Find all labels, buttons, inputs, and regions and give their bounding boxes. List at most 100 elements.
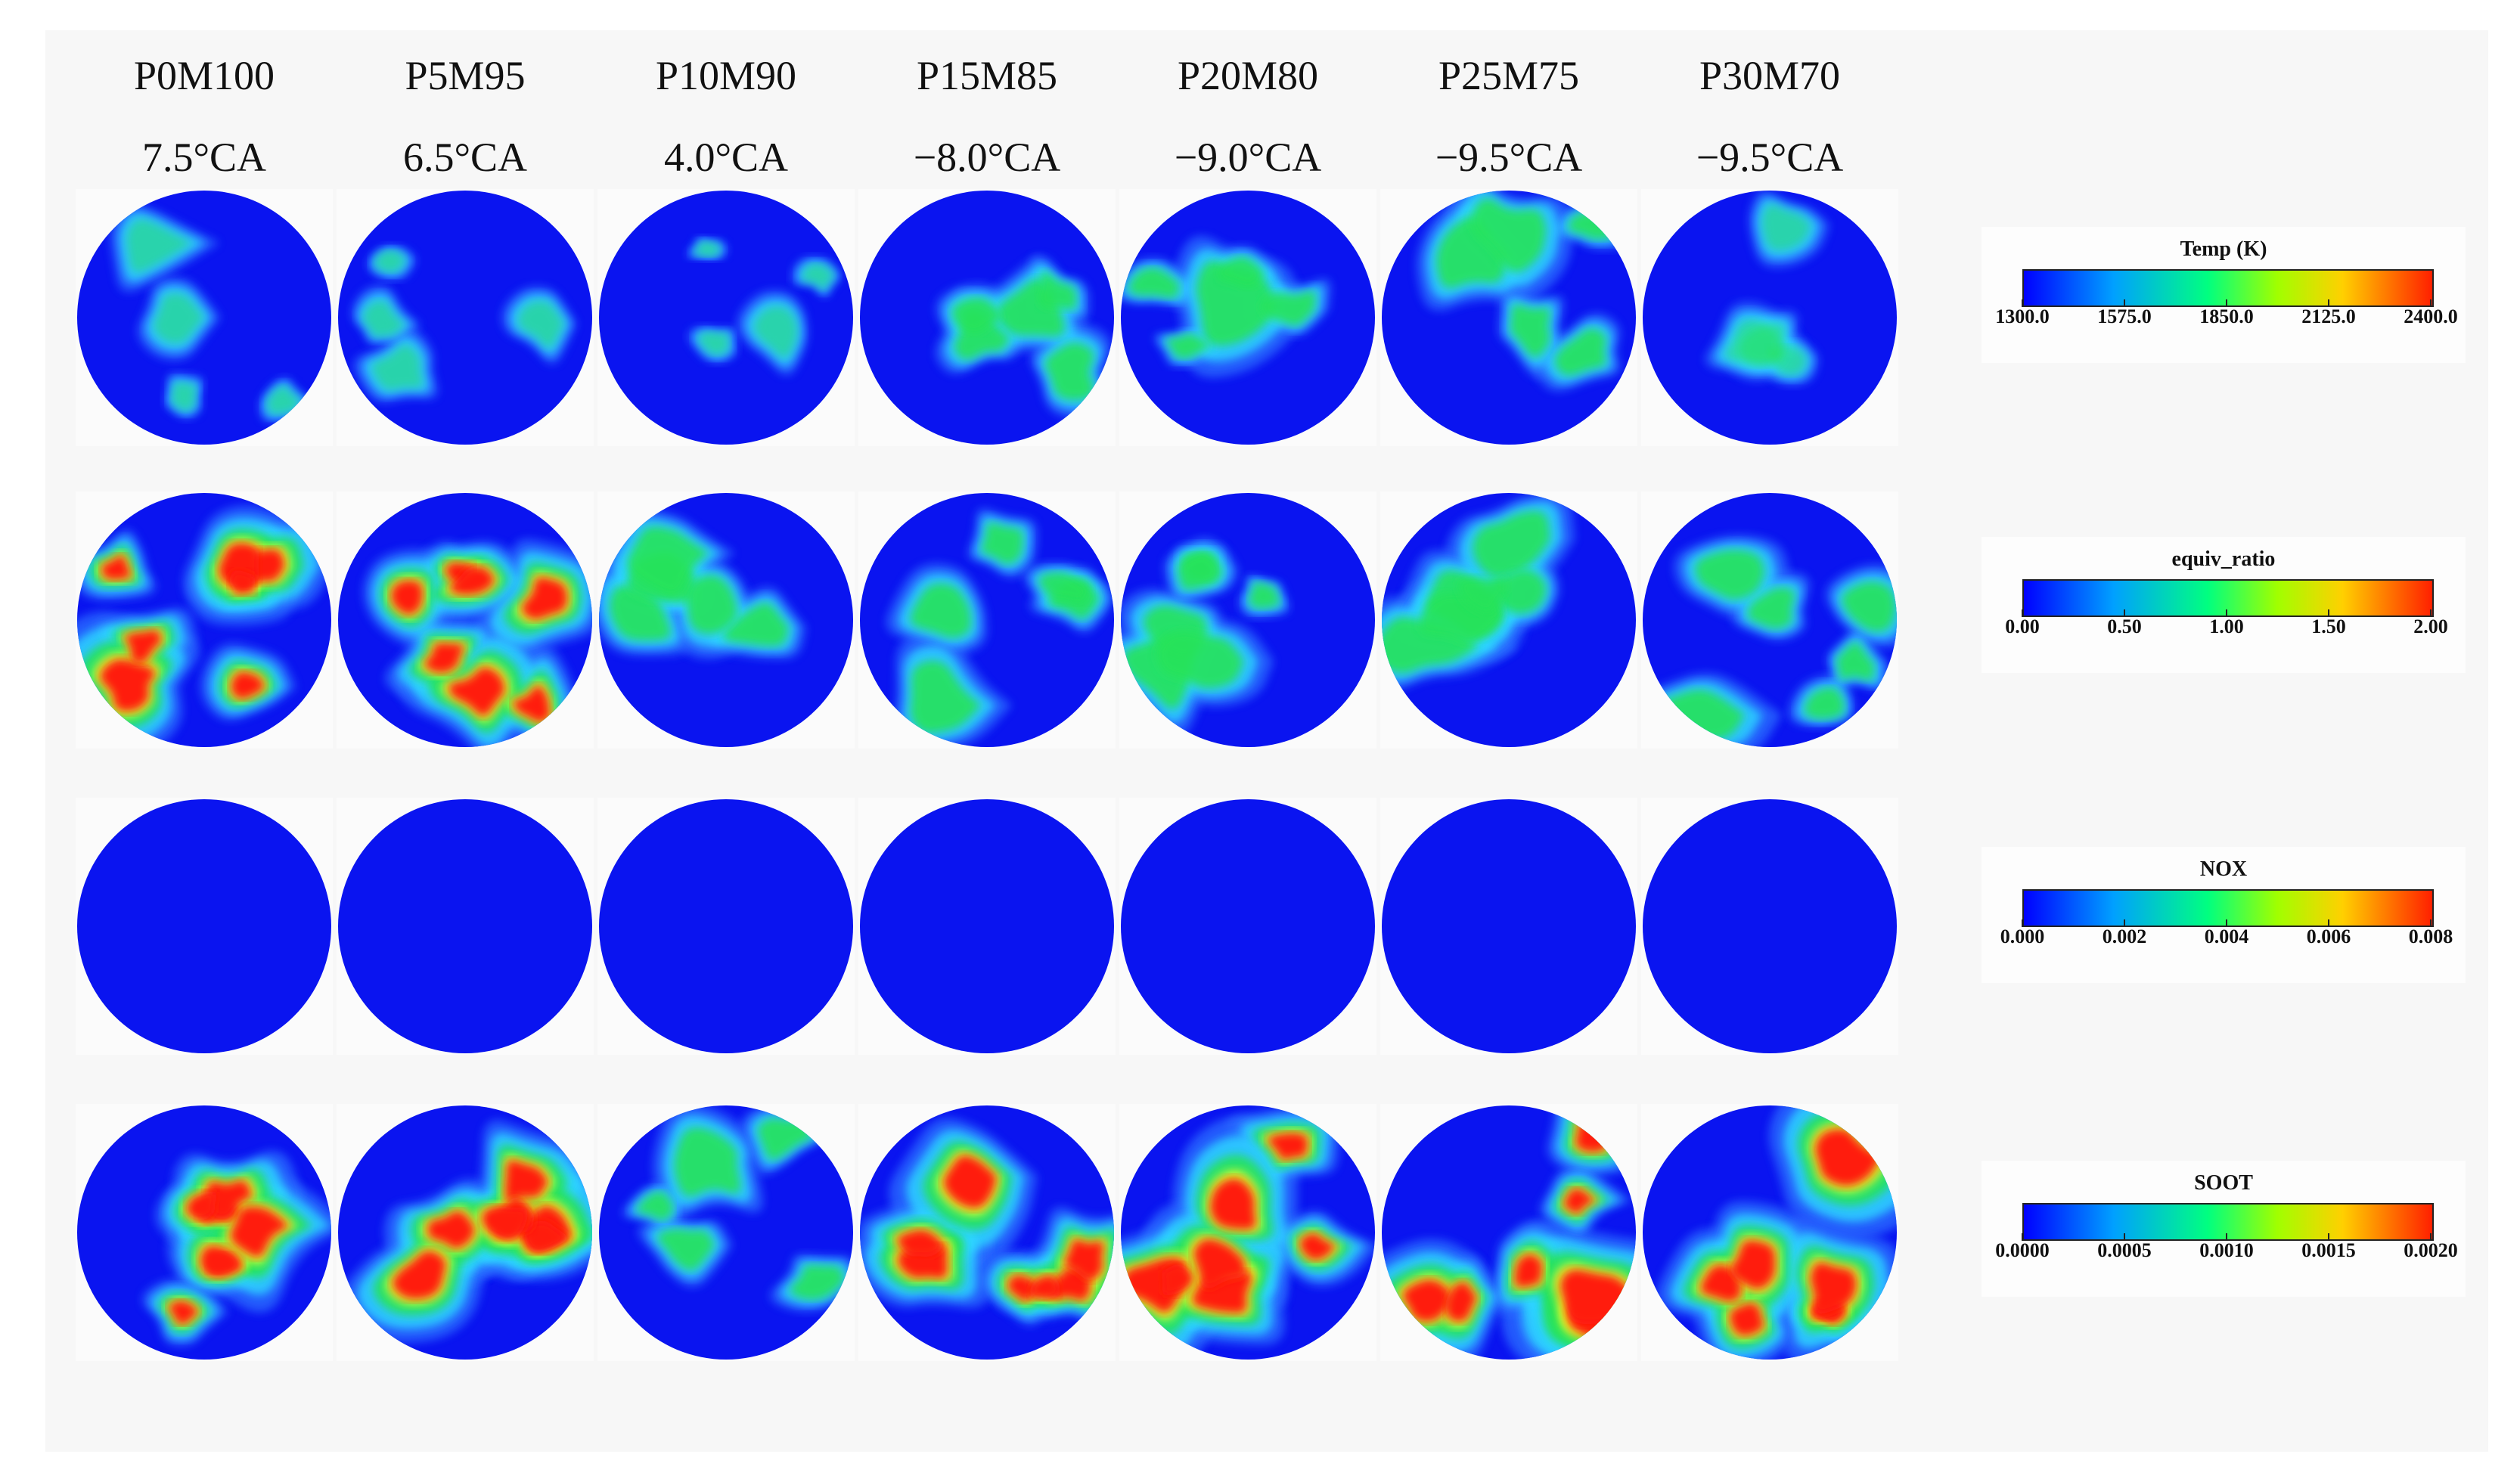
contour-circle-svg bbox=[599, 799, 853, 1053]
contour-circle-svg bbox=[1643, 493, 1897, 747]
contour-plot-soot-p20m80 bbox=[1119, 1104, 1376, 1361]
colorbar-tick-label: 0.006 bbox=[2306, 926, 2351, 947]
column-case-label: P20M80 bbox=[1177, 53, 1319, 98]
colorbar-tick-mark bbox=[2022, 919, 2023, 927]
contour-plot-nox-p15m85 bbox=[858, 798, 1116, 1055]
colorbar-tick-mark bbox=[2226, 299, 2227, 307]
colorbar-tick-label: 1.00 bbox=[2209, 615, 2244, 637]
contour-circle-svg bbox=[860, 493, 1114, 747]
colorbar-tick-label: 1300.0 bbox=[1995, 305, 2050, 327]
contour-circle-svg bbox=[860, 1105, 1114, 1360]
contour-plot-temp-p0m100 bbox=[76, 189, 333, 446]
contour-plot-soot-p30m70 bbox=[1641, 1104, 1898, 1361]
colorbar-tick-mark bbox=[2226, 609, 2227, 617]
colorbar-tick-label: 1575.0 bbox=[2097, 305, 2152, 327]
colorbar-tick-label: 0.0005 bbox=[2097, 1239, 2152, 1261]
colorbar-tick-mark bbox=[2226, 919, 2227, 927]
colorbar-tick-label: 1.50 bbox=[2311, 615, 2346, 637]
colorbar-tick-mark bbox=[2328, 919, 2329, 927]
colorbar-tick-label: 0.0015 bbox=[2301, 1239, 2356, 1261]
contour-plot-temp-p30m70 bbox=[1641, 189, 1898, 446]
colorbar-tick-mark bbox=[2124, 609, 2125, 617]
colorbar-tick-mark bbox=[2328, 1233, 2329, 1241]
contour-blobs bbox=[935, 256, 1111, 419]
contour-circle-svg bbox=[77, 799, 331, 1053]
colorbar-title: NOX bbox=[2199, 857, 2248, 881]
colorbar-tick-label: 0.00 bbox=[2005, 615, 2040, 637]
colorbar-tick-label: 0.50 bbox=[2107, 615, 2142, 637]
contour-blobs bbox=[77, 506, 331, 747]
contour-blobs bbox=[351, 244, 577, 403]
colorbar-legend: equiv_ratio 0.00 0.50 1.00 1.50 2.00 bbox=[1982, 537, 2466, 673]
contour-plot-nox-p5m95 bbox=[337, 798, 594, 1055]
contour-plot-equiv_ratio-p20m80 bbox=[1119, 491, 1376, 749]
colorbar-tick-mark bbox=[2022, 1233, 2023, 1241]
colorbar-tick-label: 0.008 bbox=[2408, 926, 2453, 947]
colorbar-tick-label: 0.0020 bbox=[2404, 1239, 2458, 1261]
colorbar-tick-label: 2.00 bbox=[2413, 615, 2448, 637]
contour-plot-soot-p0m100 bbox=[76, 1104, 333, 1361]
contour-circle-svg bbox=[1121, 799, 1375, 1053]
colorbar-tick-label: 0.002 bbox=[2102, 926, 2147, 947]
contour-blobs bbox=[1121, 538, 1290, 737]
contour-circle-svg bbox=[77, 1105, 331, 1360]
contour-blobs bbox=[142, 1150, 331, 1347]
colorbar-tick-mark bbox=[2124, 919, 2125, 927]
contour-circle-svg bbox=[77, 493, 331, 747]
contour-circle-svg bbox=[860, 191, 1114, 445]
colorbar-tick-label: 2400.0 bbox=[2404, 305, 2458, 327]
contour-blobs bbox=[1121, 236, 1331, 378]
colorbar-gradient bbox=[2022, 1203, 2434, 1241]
contour-blobs bbox=[1121, 1107, 1375, 1360]
contour-circle-svg bbox=[1382, 493, 1636, 747]
contour-disk bbox=[860, 799, 1114, 1053]
column-case-label: P25M75 bbox=[1438, 53, 1580, 98]
column-crank-angle-label: −8.0°CA bbox=[913, 135, 1061, 180]
column-case-label: P0M100 bbox=[133, 53, 275, 98]
colorbar-tick-label: 0.0000 bbox=[1995, 1239, 2050, 1261]
contour-circle-svg bbox=[338, 799, 592, 1053]
contour-circle-svg bbox=[1382, 799, 1636, 1053]
contour-plot-equiv_ratio-p30m70 bbox=[1641, 491, 1898, 749]
colorbar-title: SOOT bbox=[2194, 1171, 2253, 1195]
contour-plot-nox-p10m90 bbox=[597, 798, 855, 1055]
contour-blobs bbox=[341, 1120, 592, 1343]
contour-plot-temp-p15m85 bbox=[858, 189, 1116, 446]
column-crank-angle-label: 6.5°CA bbox=[402, 135, 528, 180]
column-case-label: P10M90 bbox=[655, 53, 797, 98]
contour-plot-soot-p5m95 bbox=[337, 1104, 594, 1361]
contour-plot-soot-p25m75 bbox=[1380, 1104, 1637, 1361]
column-case-label: P30M70 bbox=[1699, 53, 1841, 98]
colorbar-gradient bbox=[2022, 889, 2434, 927]
contour-disk bbox=[599, 191, 853, 445]
contour-blobs bbox=[685, 235, 843, 376]
colorbar-title: Temp (K) bbox=[2180, 237, 2267, 261]
contour-blobs bbox=[363, 539, 592, 747]
colorbar-tick-mark bbox=[2124, 299, 2125, 307]
colorbar-tick-mark bbox=[2022, 299, 2023, 307]
contour-disk bbox=[1643, 799, 1897, 1053]
contour-circle-svg bbox=[1643, 799, 1897, 1053]
colorbar-tick-mark bbox=[2430, 299, 2432, 307]
contour-circle-svg bbox=[1382, 191, 1636, 445]
contour-blobs bbox=[110, 203, 313, 423]
contour-plot-temp-p20m80 bbox=[1119, 189, 1376, 446]
colorbar-tick-mark bbox=[2430, 1233, 2432, 1241]
contour-plot-nox-p0m100 bbox=[76, 798, 333, 1055]
contour-plot-nox-p30m70 bbox=[1641, 798, 1898, 1055]
contour-circle-svg bbox=[338, 493, 592, 747]
contour-circle-svg bbox=[599, 1105, 853, 1360]
colorbar-tick-mark bbox=[2022, 609, 2023, 617]
contour-plot-soot-p10m90 bbox=[597, 1104, 855, 1361]
contour-disk bbox=[77, 799, 331, 1053]
column-crank-angle-label: 7.5°CA bbox=[141, 135, 267, 180]
contour-circle-svg bbox=[1643, 191, 1897, 445]
column-crank-angle-label: −9.5°CA bbox=[1696, 135, 1844, 180]
contour-blobs bbox=[1705, 191, 1830, 386]
contour-plot-equiv_ratio-p5m95 bbox=[337, 491, 594, 749]
contour-circle-svg bbox=[338, 1105, 592, 1360]
contour-plot-nox-p25m75 bbox=[1380, 798, 1637, 1055]
contour-circle-svg bbox=[1121, 191, 1375, 445]
colorbar-gradient bbox=[2022, 579, 2434, 617]
